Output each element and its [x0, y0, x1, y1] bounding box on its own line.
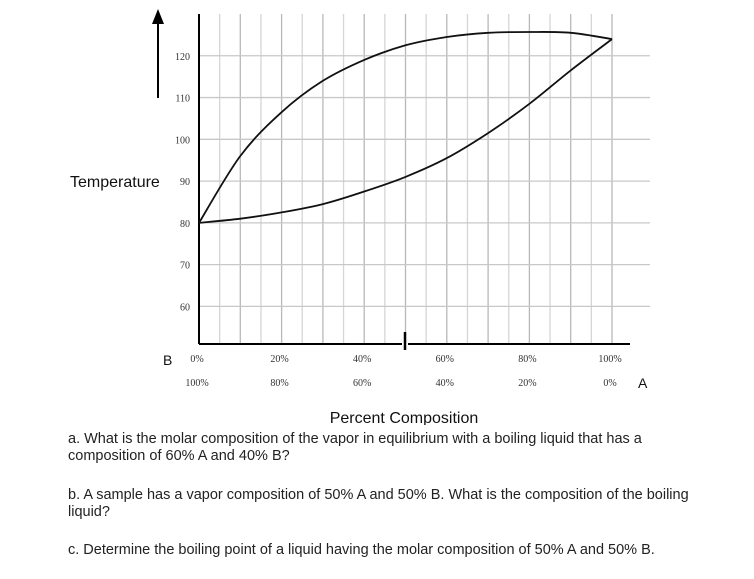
grid — [199, 14, 650, 344]
x-end-label-left: B — [163, 352, 172, 368]
x-tick-label-a: 40% — [353, 354, 371, 365]
x-tick-label-a: 20% — [270, 354, 288, 365]
x-tick-label-a: 0% — [190, 354, 203, 365]
x-tick-label-a: 60% — [436, 354, 454, 365]
y-tick-label: 80 — [180, 219, 190, 230]
liquid-curve — [198, 38, 613, 224]
curves — [198, 31, 613, 224]
x-tick-label-b: 20% — [518, 378, 536, 389]
axes — [152, 9, 630, 350]
question-b: b. A sample has a vapor composition of 5… — [68, 487, 689, 520]
vapor-curve — [198, 31, 613, 224]
y-tick-labels: 120 110 100 90 80 70 60 — [175, 52, 190, 314]
x-tick-labels: 0% 20% 40% 60% 80% 100% 100% 80% 60% 40% 20% 0% — [185, 354, 621, 389]
question-c: c. Determine the boiling point of a liqu… — [68, 542, 655, 558]
y-tick-label: 110 — [175, 94, 190, 105]
y-tick-label: 70 — [180, 261, 190, 272]
temperature-arrow-head-icon — [152, 9, 164, 24]
x-tick-label-b: 60% — [353, 378, 371, 389]
y-tick-label: 60 — [180, 302, 190, 313]
x-tick-label-b: 0% — [603, 378, 616, 389]
x-tick-label-b: 80% — [270, 378, 288, 389]
y-tick-label: 120 — [175, 52, 190, 63]
phase-diagram-chart: 120 110 100 90 80 70 60 0% 20% 40% 60% 80% 100% 100%… — [70, 9, 650, 425]
question-a: a. What is the molar composition of the … — [68, 431, 642, 464]
x-tick-label-a: 100% — [598, 354, 621, 365]
x-tick-label-a: 80% — [518, 354, 536, 365]
x-axis-label: Percent Composition — [330, 410, 479, 425]
y-tick-label: 90 — [180, 177, 190, 188]
x-end-label-right: A — [638, 375, 648, 391]
y-tick-label: 100 — [175, 135, 190, 146]
x-tick-label-b: 40% — [436, 378, 454, 389]
y-axis-label: Temperature — [70, 174, 160, 191]
x-tick-label-b: 100% — [185, 378, 208, 389]
